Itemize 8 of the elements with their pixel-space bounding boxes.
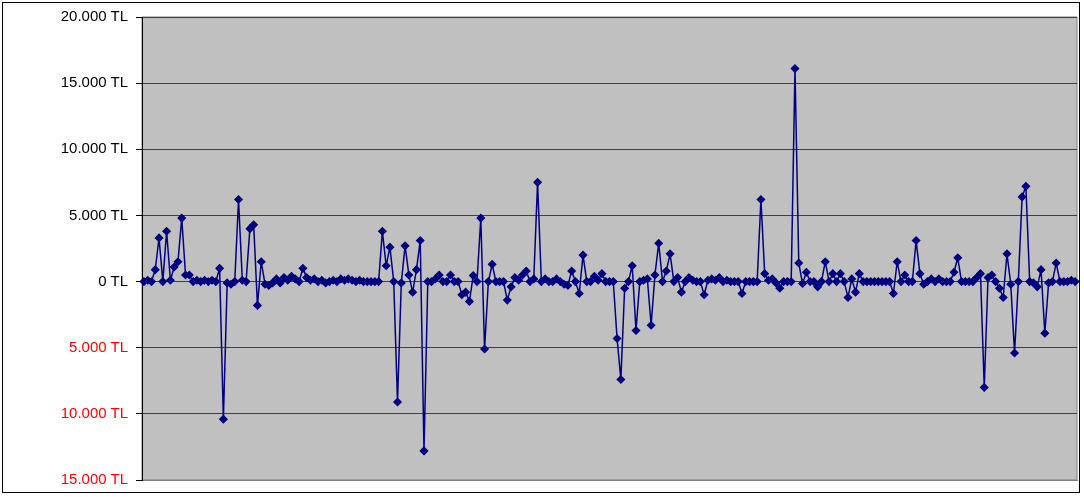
y-tick-label: 20.000 TL	[60, 7, 128, 25]
y-tick-label: 15.000 TL	[60, 73, 128, 91]
y-tick-label: 5.000 TL	[69, 337, 128, 355]
y-tick-label: 10.000 TL	[60, 404, 128, 421]
y-tick-label: 0 TL	[98, 271, 128, 289]
y-tick-label: 5.000 TL	[69, 205, 128, 223]
y-tick-label: 15.000 TL	[60, 470, 128, 488]
y-tick-label: 10.000 TL	[60, 139, 128, 157]
